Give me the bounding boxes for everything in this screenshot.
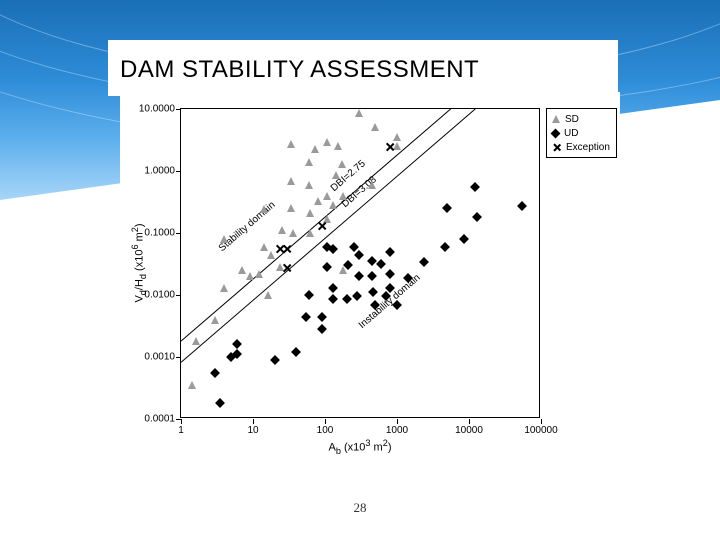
data-point — [332, 171, 340, 179]
y-axis-label: Vd/Hd (x106 m2) — [130, 108, 148, 418]
data-point — [282, 263, 292, 273]
data-point — [306, 209, 314, 217]
data-point — [323, 192, 331, 200]
data-point — [264, 291, 272, 299]
x-tick-label: 10000 — [455, 425, 483, 436]
data-point — [355, 109, 363, 117]
data-point — [188, 381, 196, 389]
x-axis-label: Ab (x103 m2) — [180, 438, 540, 456]
data-point — [371, 123, 379, 131]
data-point — [305, 181, 313, 189]
legend-item: SD — [552, 112, 610, 126]
legend-item: UD — [552, 126, 610, 140]
data-point — [385, 142, 395, 152]
data-point — [220, 235, 228, 243]
data-point — [289, 229, 297, 237]
data-point — [311, 145, 319, 153]
x-tick-label: 1 — [178, 425, 184, 436]
data-point — [393, 133, 401, 141]
data-point — [282, 244, 292, 254]
data-point — [287, 177, 295, 185]
data-point — [246, 272, 254, 280]
data-point — [278, 226, 286, 234]
data-point — [211, 316, 219, 324]
chart-container: 1101001000100001000000.00010.00100.01000… — [120, 92, 620, 472]
data-point — [287, 204, 295, 212]
x-tick-label: 10 — [247, 425, 258, 436]
data-point — [317, 221, 327, 231]
data-point — [306, 229, 314, 237]
slide-title: DAM STABILITY ASSESSMENT — [108, 40, 618, 96]
page-number: 28 — [0, 500, 720, 516]
data-point — [220, 284, 228, 292]
data-point — [339, 192, 347, 200]
x-tick-label: 100 — [317, 425, 334, 436]
data-point — [192, 337, 200, 345]
data-point — [260, 205, 268, 213]
scatter-plot: 1101001000100001000000.00010.00100.01000… — [180, 108, 540, 418]
data-point — [260, 243, 268, 251]
data-point — [368, 181, 376, 189]
data-point — [329, 201, 337, 209]
data-point — [338, 160, 346, 168]
data-point — [305, 158, 313, 166]
data-point — [334, 142, 342, 150]
x-tick-label: 100000 — [524, 425, 557, 436]
data-point — [323, 138, 331, 146]
x-tick-label: 1000 — [386, 425, 408, 436]
legend: SDUDException — [546, 108, 617, 158]
data-point — [267, 251, 275, 259]
data-point — [314, 197, 322, 205]
data-point — [287, 140, 295, 148]
legend-item: Exception — [552, 140, 610, 154]
data-point — [238, 266, 246, 274]
data-point — [255, 270, 263, 278]
